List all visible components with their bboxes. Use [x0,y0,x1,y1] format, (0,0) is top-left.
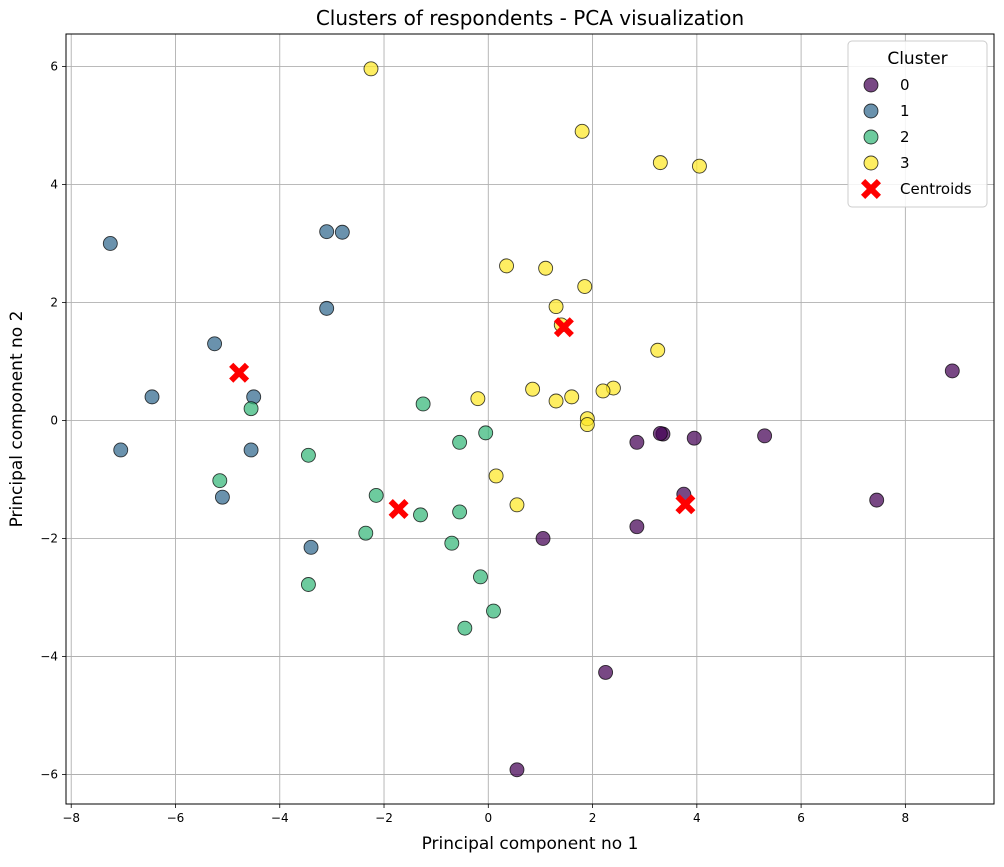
legend-marker-1 [863,103,879,119]
data-point-cluster-3 [574,123,590,139]
axis-ticks: −8 −6 −4 −2 0 2 4 6 8 −6 −4 −2 0 2 4 6 [40,59,909,825]
data-point-cluster-3 [595,383,611,399]
x-tick-label: −4 [271,811,289,825]
x-tick-label: 0 [484,811,492,825]
data-point-cluster-0 [944,363,960,379]
legend-label: 3 [900,154,910,172]
data-point-cluster-3 [525,381,541,397]
x-tick-label: 8 [902,811,910,825]
data-point-cluster-2 [452,504,468,520]
data-point-cluster-1 [319,224,335,240]
data-point-cluster-0 [629,519,645,535]
data-point-cluster-1 [102,236,118,251]
data-point-cluster-2 [300,447,316,463]
data-point-cluster-0 [757,428,773,444]
data-point-cluster-3 [650,342,666,358]
y-tick-label: 2 [50,295,58,309]
legend-label: 0 [900,76,910,94]
centroid-marker [388,499,409,519]
legend-marker-0 [863,77,879,93]
x-tick-label: 6 [797,811,805,825]
data-point-cluster-1 [207,336,223,352]
data-point-cluster-3 [488,468,504,484]
data-point-cluster-2 [368,487,384,503]
legend-box [847,40,988,208]
plot-frame [65,33,995,805]
data-point-cluster-3 [548,393,564,409]
data-point-cluster-3 [564,389,580,405]
legend-marker-3 [863,155,879,171]
data-point-cluster-1 [214,489,230,505]
y-tick-label: −4 [40,649,58,663]
centroid-marker [553,317,574,338]
centroid-marker [229,362,250,383]
data-point-cluster-1 [334,224,350,240]
data-point-cluster-1 [303,539,319,555]
data-point-cluster-2 [478,425,494,441]
data-point-cluster-2 [300,577,316,592]
data-point-cluster-0 [509,762,525,778]
data-point-cluster-2 [444,535,460,551]
y-tick-label: 4 [50,177,58,191]
x-axis-label: Principal component no 1 [422,834,639,854]
data-point-cluster-2 [486,603,501,619]
data-points [102,61,960,778]
legend-label: 1 [900,102,910,120]
data-point-cluster-0 [686,430,702,446]
y-tick-label: −2 [40,531,58,545]
data-point-cluster-0 [652,426,668,441]
data-point-cluster-2 [413,507,428,523]
legend-marker-centroids [861,179,881,199]
data-point-cluster-1 [144,389,160,405]
y-tick-label: 6 [50,59,58,73]
data-point-cluster-3 [652,155,668,171]
legend: Cluster 0 1 2 3 Centroids [847,40,988,208]
data-point-cluster-1 [243,442,259,458]
data-point-cluster-1 [113,442,129,458]
data-point-cluster-2 [358,525,374,541]
data-point-cluster-3 [509,497,525,513]
data-point-cluster-2 [212,473,228,489]
data-point-cluster-0 [629,434,645,450]
data-point-cluster-1 [319,300,335,316]
chart-title: Clusters of respondents - PCA visualizat… [316,6,744,30]
data-point-cluster-3 [691,158,707,174]
data-point-cluster-0 [869,492,885,508]
y-tick-label: −6 [40,767,58,781]
data-point-cluster-3 [363,61,379,77]
x-tick-label: −8 [62,811,80,825]
x-tick-label: −2 [375,811,393,825]
data-point-cluster-2 [457,620,473,636]
legend-label: Centroids [900,180,972,198]
legend-label: 2 [900,128,910,146]
legend-title: Cluster [887,49,947,69]
plot-area [66,34,994,804]
centroid-marker [675,494,696,515]
data-point-cluster-3 [470,391,486,407]
data-point-cluster-2 [243,401,259,417]
data-point-cluster-3 [579,417,595,433]
x-tick-label: −6 [167,811,185,825]
data-point-cluster-3 [548,299,564,315]
data-point-cluster-2 [452,434,468,450]
data-point-cluster-2 [473,569,488,585]
x-tick-label: 4 [693,811,701,825]
data-point-cluster-2 [415,396,431,412]
data-point-cluster-3 [538,260,554,276]
x-tick-label: 2 [589,811,597,825]
y-tick-label: 0 [50,413,58,427]
legend-marker-2 [863,129,879,145]
data-point-cluster-0 [598,664,614,680]
data-point-cluster-3 [499,258,514,274]
data-point-cluster-3 [577,279,593,294]
centroid-markers [229,317,696,519]
data-point-cluster-0 [535,531,551,546]
y-axis-label: Principal component no 2 [7,311,27,528]
